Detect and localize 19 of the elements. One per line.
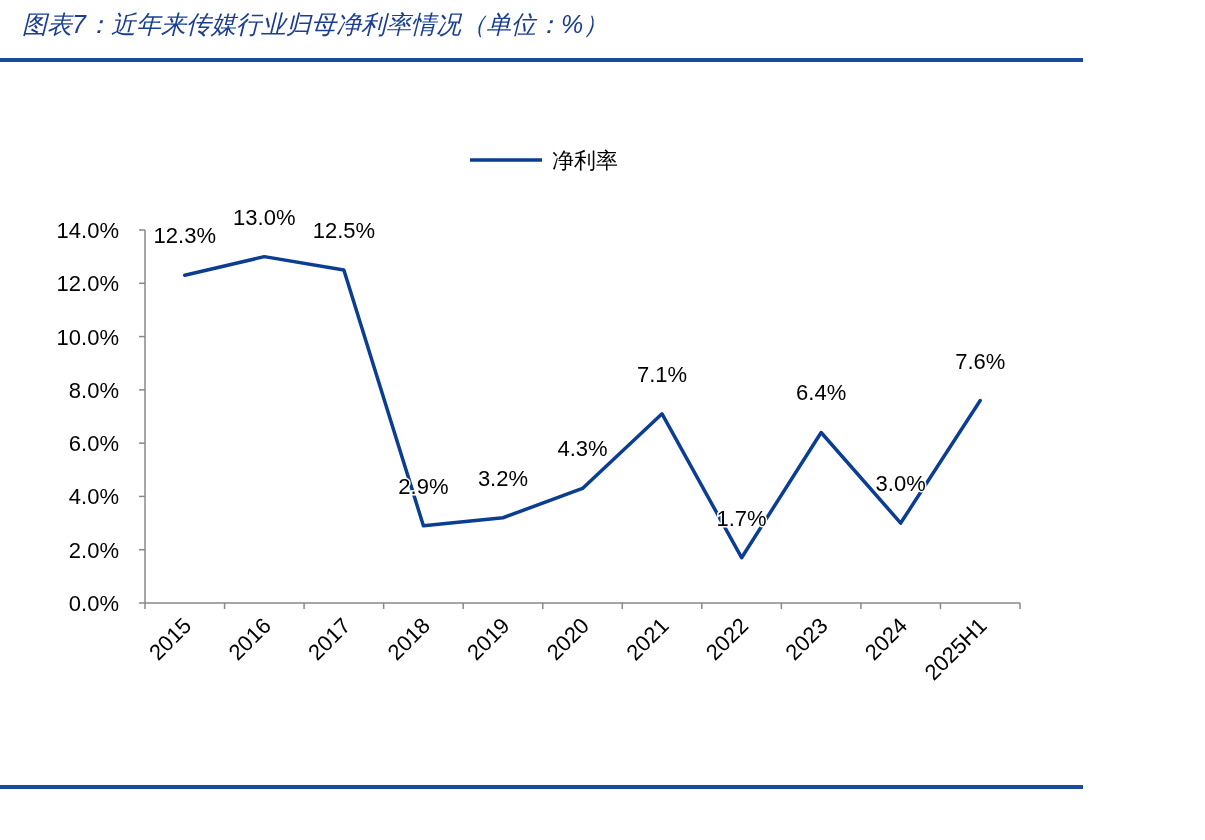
data-label: 13.0% <box>233 204 296 230</box>
y-tick-label: 14.0% <box>56 218 119 243</box>
y-tick-label: 8.0% <box>68 377 119 403</box>
data-label: 12.3% <box>153 223 216 249</box>
title: 图表7：近年来传媒行业归母净利率情况（单位：%） <box>22 10 609 38</box>
data-label: 6.4% <box>796 380 847 406</box>
data-label: 12.5% <box>312 217 376 243</box>
y-tick-label: 4.0% <box>68 484 119 510</box>
data-label: 3.0% <box>875 471 926 497</box>
data-label: 3.2% <box>477 465 529 491</box>
data-label: 4.3% <box>557 436 608 462</box>
legend-label: 净利率 <box>552 148 618 173</box>
y-tick-label: 6.0% <box>68 431 119 457</box>
y-tick-label: 0.0% <box>68 591 119 616</box>
y-tick-label: 10.0% <box>56 324 119 350</box>
y-tick-label: 12.0% <box>56 271 119 297</box>
data-label: 7.6% <box>955 348 1006 374</box>
y-tick-label: 2.0% <box>68 537 119 563</box>
data-label: 7.1% <box>636 361 688 387</box>
